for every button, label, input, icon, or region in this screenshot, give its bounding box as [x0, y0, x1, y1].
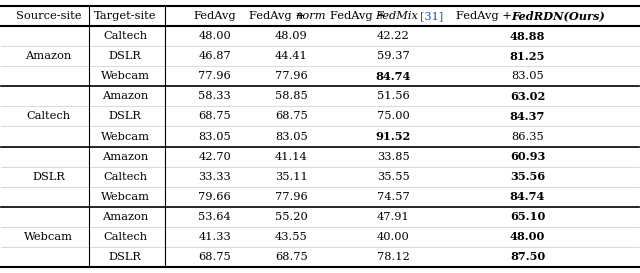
Text: Amazon: Amazon: [102, 91, 148, 101]
Text: Target-site: Target-site: [94, 11, 156, 21]
Text: 91.52: 91.52: [376, 131, 411, 142]
Text: 51.56: 51.56: [377, 91, 410, 101]
Text: FedAvg +: FedAvg +: [330, 11, 387, 21]
Text: 41.14: 41.14: [275, 152, 308, 162]
Text: 48.00: 48.00: [198, 31, 231, 41]
Text: norm: norm: [295, 11, 326, 21]
Text: 87.50: 87.50: [510, 251, 545, 262]
Text: 40.00: 40.00: [377, 232, 410, 242]
Text: Caltech: Caltech: [103, 232, 147, 242]
Text: Webcam: Webcam: [100, 192, 150, 202]
Text: 79.66: 79.66: [198, 192, 231, 202]
Text: 77.96: 77.96: [198, 71, 231, 81]
Text: 78.12: 78.12: [377, 252, 410, 262]
Text: 33.33: 33.33: [198, 172, 231, 182]
Text: FedAvg +: FedAvg +: [249, 11, 305, 21]
Text: 48.88: 48.88: [510, 31, 545, 42]
Text: 42.70: 42.70: [198, 152, 231, 162]
Text: 55.20: 55.20: [275, 212, 308, 222]
Text: Caltech: Caltech: [103, 31, 147, 41]
Text: 77.96: 77.96: [275, 192, 308, 202]
Text: 58.33: 58.33: [198, 91, 231, 101]
Text: FedMix: FedMix: [375, 11, 418, 21]
Text: FedAvg +: FedAvg +: [456, 11, 512, 21]
Text: 41.33: 41.33: [198, 232, 231, 242]
Text: 68.75: 68.75: [275, 111, 308, 121]
Text: DSLR: DSLR: [109, 51, 141, 61]
Text: 68.75: 68.75: [198, 111, 231, 121]
Text: 42.22: 42.22: [377, 31, 410, 41]
Text: 46.87: 46.87: [198, 51, 231, 61]
Text: 68.75: 68.75: [198, 252, 231, 262]
Text: 84.74: 84.74: [376, 71, 411, 82]
Text: 35.55: 35.55: [377, 172, 410, 182]
Text: 43.55: 43.55: [275, 232, 308, 242]
Text: 84.37: 84.37: [510, 111, 545, 122]
Text: [31]: [31]: [420, 11, 444, 21]
Text: Source-site: Source-site: [16, 11, 81, 21]
Text: 44.41: 44.41: [275, 51, 308, 61]
Text: 59.37: 59.37: [377, 51, 410, 61]
Text: 33.85: 33.85: [377, 152, 410, 162]
Text: 35.56: 35.56: [510, 171, 545, 182]
Text: 65.10: 65.10: [510, 211, 545, 222]
Text: 63.02: 63.02: [510, 91, 545, 102]
Text: Caltech: Caltech: [26, 111, 70, 121]
Text: Webcam: Webcam: [24, 232, 73, 242]
Text: DSLR: DSLR: [109, 111, 141, 121]
Text: Amazon: Amazon: [26, 51, 72, 61]
Text: 48.09: 48.09: [275, 31, 308, 41]
Text: 83.05: 83.05: [511, 71, 544, 81]
Text: 84.74: 84.74: [510, 191, 545, 202]
Text: FedAvg: FedAvg: [193, 11, 236, 21]
Text: 58.85: 58.85: [275, 91, 308, 101]
Text: 74.57: 74.57: [377, 192, 410, 202]
Text: 47.91: 47.91: [377, 212, 410, 222]
Text: Amazon: Amazon: [102, 152, 148, 162]
Text: 83.05: 83.05: [275, 132, 308, 141]
Text: 81.25: 81.25: [510, 51, 545, 62]
Text: 48.00: 48.00: [510, 231, 545, 242]
Text: 77.96: 77.96: [275, 71, 308, 81]
Text: 68.75: 68.75: [275, 252, 308, 262]
Text: Amazon: Amazon: [102, 212, 148, 222]
Text: 60.93: 60.93: [510, 151, 545, 162]
Text: DSLR: DSLR: [32, 172, 65, 182]
Text: DSLR: DSLR: [109, 252, 141, 262]
Text: 35.11: 35.11: [275, 172, 308, 182]
Text: 75.00: 75.00: [377, 111, 410, 121]
Text: Webcam: Webcam: [100, 132, 150, 141]
Text: 53.64: 53.64: [198, 212, 231, 222]
Text: Webcam: Webcam: [100, 71, 150, 81]
Text: 83.05: 83.05: [198, 132, 231, 141]
Text: Caltech: Caltech: [103, 172, 147, 182]
Text: 86.35: 86.35: [511, 132, 544, 141]
Text: FedRDN(Ours): FedRDN(Ours): [511, 11, 605, 22]
